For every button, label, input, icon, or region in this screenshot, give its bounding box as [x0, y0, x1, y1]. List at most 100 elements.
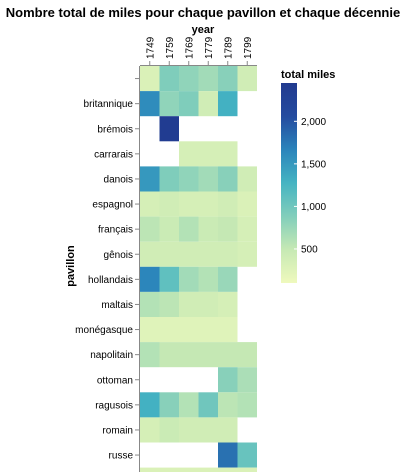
y-tick-label: français: [98, 225, 133, 236]
legend-tick-label: 1,000: [301, 202, 326, 213]
heatmap-cell: [218, 442, 238, 468]
heatmap-cell: [140, 392, 160, 418]
heatmap-cell: [159, 266, 179, 292]
heatmap-cell: [140, 467, 160, 472]
y-tick-label: monégasque: [75, 325, 133, 336]
heatmap-cell: [218, 317, 238, 343]
heatmap-cell: [159, 417, 179, 443]
y-tick-label: russe: [109, 451, 134, 462]
heatmap-cell: [237, 66, 257, 92]
y-tick-label: britannique: [84, 99, 134, 110]
y-tick-label: romain: [102, 425, 133, 436]
legend-tick-label: 500: [301, 244, 318, 255]
heatmap-cell: [159, 191, 179, 217]
heatmap-cell: [218, 392, 238, 418]
heatmap-cell: [237, 191, 257, 217]
heatmap-cell: [159, 291, 179, 317]
heatmap-cell: [218, 467, 238, 472]
heatmap-cell: [159, 467, 179, 472]
heatmap-cell: [237, 166, 257, 192]
heatmap-cell: [159, 166, 179, 192]
heatmap-cell: [140, 291, 160, 317]
heatmap-cell: [140, 91, 160, 117]
heatmap-cell: [140, 191, 160, 217]
x-tick-label: 1789: [223, 36, 234, 59]
x-tick-label: 1749: [145, 36, 156, 59]
heatmap-cell: [198, 417, 218, 443]
y-tick-label: danois: [104, 174, 133, 185]
heatmap-cell: [237, 216, 257, 242]
heatmap-cell: [159, 66, 179, 92]
heatmap-cell: [140, 342, 160, 368]
heatmap-cell: [198, 241, 218, 267]
chart-title: Nombre total de miles pour chaque pavill…: [6, 5, 400, 20]
heatmap-cell: [218, 241, 238, 267]
heatmap-cell: [218, 417, 238, 443]
heatmap-cell: [198, 317, 218, 343]
heatmap-cell: [198, 392, 218, 418]
heatmap-cell: [198, 216, 218, 242]
legend-tick-label: 1,500: [301, 159, 326, 170]
heatmap-cell: [218, 291, 238, 317]
x-axis-title: year: [192, 24, 215, 36]
heatmap-cell: [140, 266, 160, 292]
y-axis: britannique brémois carrarais danois espagno…: [75, 66, 140, 472]
heatmap-cell: [179, 392, 199, 418]
heatmap-cell: [198, 91, 218, 117]
heatmap-cell: [237, 367, 257, 393]
heatmap-cell: [179, 291, 199, 317]
heatmap-cell: [140, 241, 160, 267]
heatmap-cell: [237, 342, 257, 368]
heatmap-cell: [179, 241, 199, 267]
heatmap-cell: [179, 417, 199, 443]
y-tick-label: maltais: [101, 300, 133, 311]
heatmap-cell: [179, 66, 199, 92]
heatmap-cell: [179, 166, 199, 192]
heatmap-cell: [218, 66, 238, 92]
legend-title: total miles: [281, 69, 335, 81]
heatmap-cell: [218, 91, 238, 117]
heatmap-cell: [198, 166, 218, 192]
heatmap-cell: [179, 317, 199, 343]
heatmap-cell: [198, 266, 218, 292]
heatmap-cell: [198, 342, 218, 368]
heatmap-cell: [159, 241, 179, 267]
heatmap-cell: [179, 216, 199, 242]
heatmap-cell: [179, 141, 199, 167]
heatmap-cell: [218, 367, 238, 393]
y-tick-label: ottoman: [97, 375, 133, 386]
y-tick-label: espagnol: [92, 200, 133, 211]
heatmap-cell: [140, 417, 160, 443]
x-tick-label: 1779: [204, 36, 215, 59]
heatmap-cell: [218, 166, 238, 192]
heatmap-cell: [218, 266, 238, 292]
heatmap-cell: [159, 116, 179, 142]
heatmap-cell: [159, 392, 179, 418]
heatmap-cell: [237, 241, 257, 267]
y-tick-label: gênois: [104, 250, 133, 261]
x-tick-label: 1799: [243, 36, 254, 59]
y-tick-label: napolitain: [90, 350, 133, 361]
x-axis: 1749 1759 1769 1779 1789 1799: [140, 36, 257, 66]
heatmap-cell: [198, 191, 218, 217]
heatmap-cell: [218, 141, 238, 167]
heatmap-cells: [140, 66, 257, 472]
heatmap-cell: [140, 66, 160, 92]
heatmap-cell: [237, 442, 257, 468]
y-tick-label: carrarais: [94, 149, 133, 160]
heatmap-cell: [218, 191, 238, 217]
x-tick-label: 1759: [165, 36, 176, 59]
heatmap-cell: [198, 141, 218, 167]
legend-gradient: [281, 83, 297, 283]
x-tick-label: 1769: [184, 36, 195, 59]
color-legend: total miles 500 1,000 1,500 2,000: [281, 69, 335, 283]
heatmap-cell: [198, 291, 218, 317]
heatmap-cell: [198, 467, 218, 472]
y-axis-title: pavillon: [65, 245, 77, 287]
heatmap-cell: [179, 91, 199, 117]
heatmap-cell: [179, 342, 199, 368]
y-tick-label: brémois: [97, 124, 133, 135]
heatmap-cell: [179, 191, 199, 217]
heatmap-cell: [218, 216, 238, 242]
